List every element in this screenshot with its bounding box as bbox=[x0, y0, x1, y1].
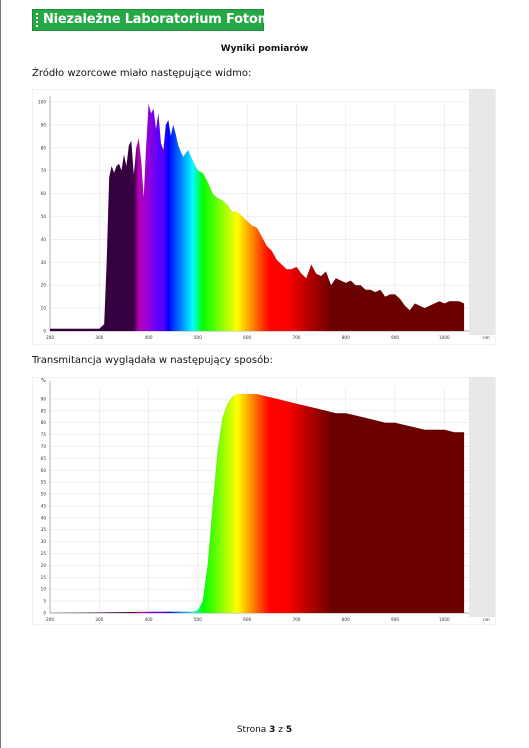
transmittance-caption: Transmitancja wyglądała w następujący sp… bbox=[32, 355, 273, 366]
x-tick-label: 500 bbox=[194, 617, 202, 622]
x-axis-unit: nm bbox=[483, 335, 490, 340]
y-tick-label: 0 bbox=[43, 329, 46, 334]
section-title: Wyniki pomiarów bbox=[220, 44, 309, 54]
y-tick-label: 35 bbox=[41, 527, 47, 532]
footer-page-total: 5 bbox=[285, 725, 293, 735]
y-tick-label: 10 bbox=[41, 306, 47, 311]
x-tick-label: 800 bbox=[342, 617, 350, 622]
x-tick-label: 1000 bbox=[439, 617, 450, 622]
spectrum-line bbox=[49, 393, 465, 614]
footer-page-number: 3 bbox=[269, 725, 276, 735]
source-spectrum-caption: Źródło wzorcowe miało następujące widmo: bbox=[32, 68, 252, 79]
spectrum-area bbox=[50, 394, 465, 613]
x-tick-label: 900 bbox=[391, 617, 399, 622]
x-axis-unit: nm bbox=[483, 617, 490, 622]
y-tick-label: 45 bbox=[41, 503, 47, 508]
y-tick-label: 60 bbox=[41, 468, 47, 473]
x-tick-label: 200 bbox=[46, 617, 54, 622]
x-tick-label: 400 bbox=[145, 617, 153, 622]
source-spectrum-chart: 0 10 20 30 40 50 60 70 80 90 100 200 300 400 500 600 700… bbox=[32, 89, 496, 345]
y-tick-label: 40 bbox=[41, 237, 47, 242]
y-tick-label: 20 bbox=[41, 563, 47, 568]
footer-middle: z bbox=[275, 725, 286, 735]
y-tick-label: 30 bbox=[41, 260, 47, 265]
y-tick-label: 70 bbox=[41, 444, 47, 449]
x-tick-label: 200 bbox=[46, 335, 54, 340]
y-tick-label: 15 bbox=[41, 575, 47, 580]
x-tick-label: 900 bbox=[391, 335, 399, 340]
y-axis-unit: % bbox=[41, 378, 46, 384]
y-tick-label: 55 bbox=[41, 480, 47, 485]
transmittance-chart: 0 5 10 15 20 25 30 35 40 45 50 55 60 65 70 75 80 85 90 200 3… bbox=[32, 377, 496, 625]
x-tick-label: 500 bbox=[194, 335, 202, 340]
spectrum-line bbox=[50, 104, 465, 329]
x-tick-label: 600 bbox=[243, 335, 251, 340]
source-spectrum-svg: 0 10 20 30 40 50 60 70 80 90 100 200 300 400 500 600 700… bbox=[32, 89, 496, 345]
x-tick-label: 700 bbox=[292, 617, 300, 622]
x-tick-label: 600 bbox=[243, 617, 251, 622]
x-tick-label: 300 bbox=[95, 335, 103, 340]
y-tick-label: 100 bbox=[38, 100, 46, 105]
lab-header-banner: Niezależne Laboratorium Fotometryczne bbox=[32, 9, 333, 31]
right-scroll-band bbox=[469, 377, 495, 617]
page-footer: Strona 3 z 5 bbox=[0, 725, 529, 735]
y-tick-label: 65 bbox=[41, 456, 47, 461]
y-tick-label: 60 bbox=[41, 191, 47, 196]
y-tick-label: 30 bbox=[41, 539, 47, 544]
x-tick-label: 700 bbox=[292, 335, 300, 340]
x-tick-label: 400 bbox=[145, 335, 153, 340]
y-tick-label: 70 bbox=[41, 168, 47, 173]
x-tick-label: 300 bbox=[95, 617, 103, 622]
y-tick-label: 90 bbox=[41, 122, 47, 127]
y-tick-label: 25 bbox=[41, 551, 47, 556]
header-stripe bbox=[36, 13, 40, 27]
transmittance-svg: 0 5 10 15 20 25 30 35 40 45 50 55 60 65 70 75 80 85 90 200 3… bbox=[32, 377, 496, 625]
y-tick-label: 40 bbox=[41, 515, 47, 520]
footer-prefix: Strona bbox=[236, 725, 270, 735]
spectrum-area bbox=[50, 104, 465, 331]
y-tick-label: 85 bbox=[41, 408, 47, 413]
y-tick-label: 90 bbox=[41, 396, 47, 401]
x-tick-label: 800 bbox=[342, 335, 350, 340]
y-tick-label: 80 bbox=[41, 145, 47, 150]
y-tick-label: 20 bbox=[41, 283, 47, 288]
page-edge bbox=[0, 0, 1, 748]
y-tick-label: 0 bbox=[43, 611, 46, 616]
x-tick-label: 1000 bbox=[439, 335, 450, 340]
right-scroll-band bbox=[469, 89, 495, 335]
y-tick-label: 50 bbox=[41, 492, 47, 497]
y-tick-label: 5 bbox=[43, 599, 46, 604]
y-tick-label: 10 bbox=[41, 587, 47, 592]
y-tick-label: 50 bbox=[41, 214, 47, 219]
y-tick-label: 75 bbox=[41, 432, 47, 437]
y-tick-label: 80 bbox=[41, 420, 47, 425]
lab-title: Niezależne Laboratorium Fotometryczne bbox=[43, 12, 333, 27]
